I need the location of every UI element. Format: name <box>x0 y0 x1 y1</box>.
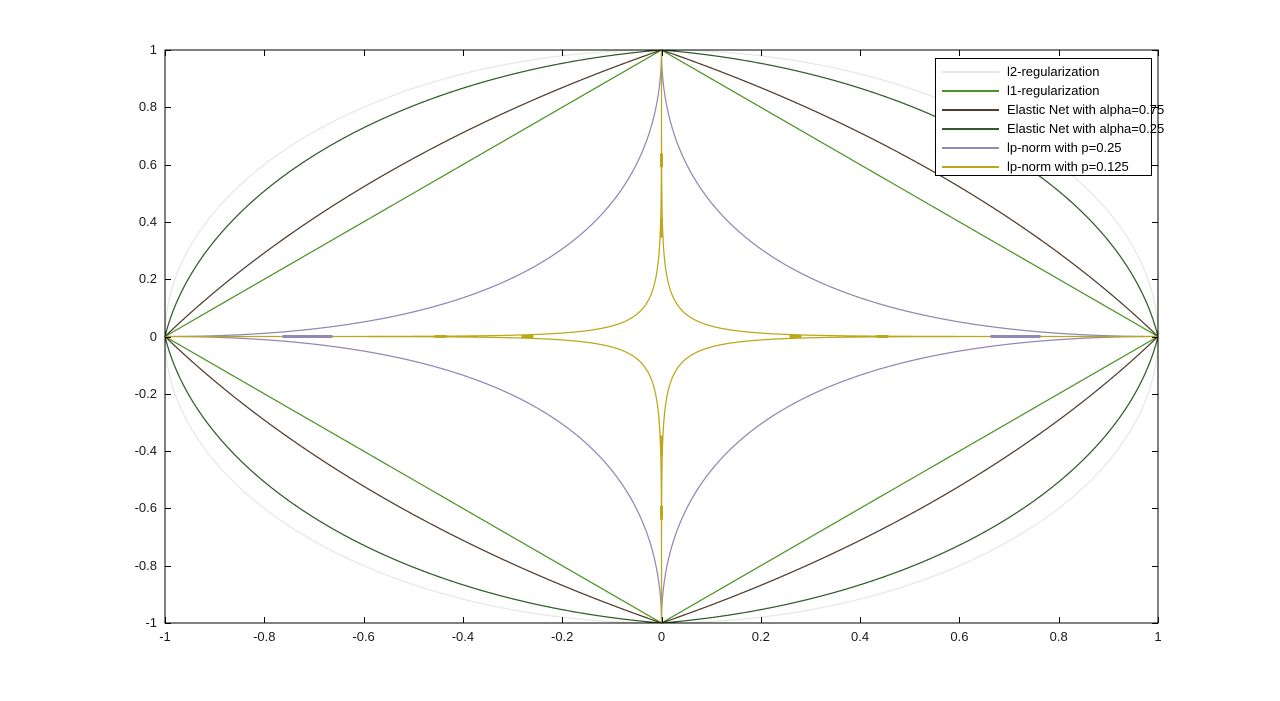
curve-axis-segment <box>660 153 663 168</box>
y-tick-label: 0.6 <box>138 156 157 172</box>
x-tick-label: 0 <box>657 629 666 644</box>
y-tick-label: -0.8 <box>134 557 157 573</box>
y-tick-label: -1 <box>145 615 157 630</box>
legend-item-l2-regularization: l2-regularization <box>936 62 1151 81</box>
y-tick-label: -0.4 <box>134 443 157 459</box>
legend-line-sample <box>942 146 999 149</box>
curve-axis-segment <box>282 335 333 338</box>
curve-axis-segment <box>876 335 889 338</box>
legend-item-label: lp-norm with p=0.125 <box>1007 159 1129 174</box>
legend-item-label: Elastic Net with alpha=0.75 <box>1007 102 1165 117</box>
legend-item-label: l1-regularization <box>1007 83 1100 98</box>
legend-line-sample <box>942 89 999 92</box>
x-tick-label: 0.2 <box>751 629 770 644</box>
y-tick-label: -0.2 <box>134 385 157 401</box>
legend-item-l1-regularization: l1-regularization <box>936 81 1151 100</box>
legend-item-label: Elastic Net with alpha=0.25 <box>1007 121 1165 136</box>
x-tick-label: -1 <box>159 629 171 644</box>
curve-axis-segment <box>789 335 802 338</box>
x-tick-label: 1 <box>1154 629 1162 644</box>
legend-line-sample <box>942 108 999 111</box>
legend-item-lp-norm-with-p-0-25: lp-norm with p=0.25 <box>936 138 1151 157</box>
y-tick-label: 0.2 <box>138 271 157 287</box>
legend-line-sample <box>942 70 999 73</box>
x-tick-label: 0.4 <box>851 629 870 644</box>
x-tick-label: -0.4 <box>451 629 475 644</box>
y-tick-label: 0.8 <box>138 99 157 115</box>
curve-axis-segment <box>660 505 663 520</box>
legend-line-sample <box>942 165 999 168</box>
curve-axis-segment <box>660 435 663 456</box>
y-tick-label: 0.4 <box>138 213 157 229</box>
x-tick-label: -0.6 <box>352 629 375 644</box>
x-tick-label: 0.8 <box>1049 629 1068 644</box>
legend-item-lp-norm-with-p-0-125: lp-norm with p=0.125 <box>936 157 1151 176</box>
legend-line-sample <box>942 127 999 130</box>
legend-item-elastic-net-with-alpha-0-25: Elastic Net with alpha=0.25 <box>936 119 1164 138</box>
curve-axis-segment <box>990 335 1041 338</box>
x-tick-label: -0.2 <box>550 629 574 644</box>
curve-axis-segment <box>521 335 534 338</box>
legend-item-label: lp-norm with p=0.25 <box>1007 140 1122 155</box>
x-tick-label: 0.6 <box>950 629 969 644</box>
y-tick-label: 0 <box>149 328 157 344</box>
y-tick-label: -0.6 <box>134 500 157 516</box>
curve-axis-segment <box>660 217 663 238</box>
legend-box[interactable]: l2-regularization l1-regularization Elasti… <box>935 58 1164 176</box>
legend-item-elastic-net-with-alpha-0-75: Elastic Net with alpha=0.75 <box>936 100 1164 119</box>
axes-box <box>164 49 1159 624</box>
x-tick-label: -0.8 <box>253 629 276 644</box>
legend-item-label: l2-regularization <box>1007 64 1100 79</box>
curve-axis-segment <box>434 335 447 338</box>
y-tick-label: 1 <box>149 42 157 57</box>
